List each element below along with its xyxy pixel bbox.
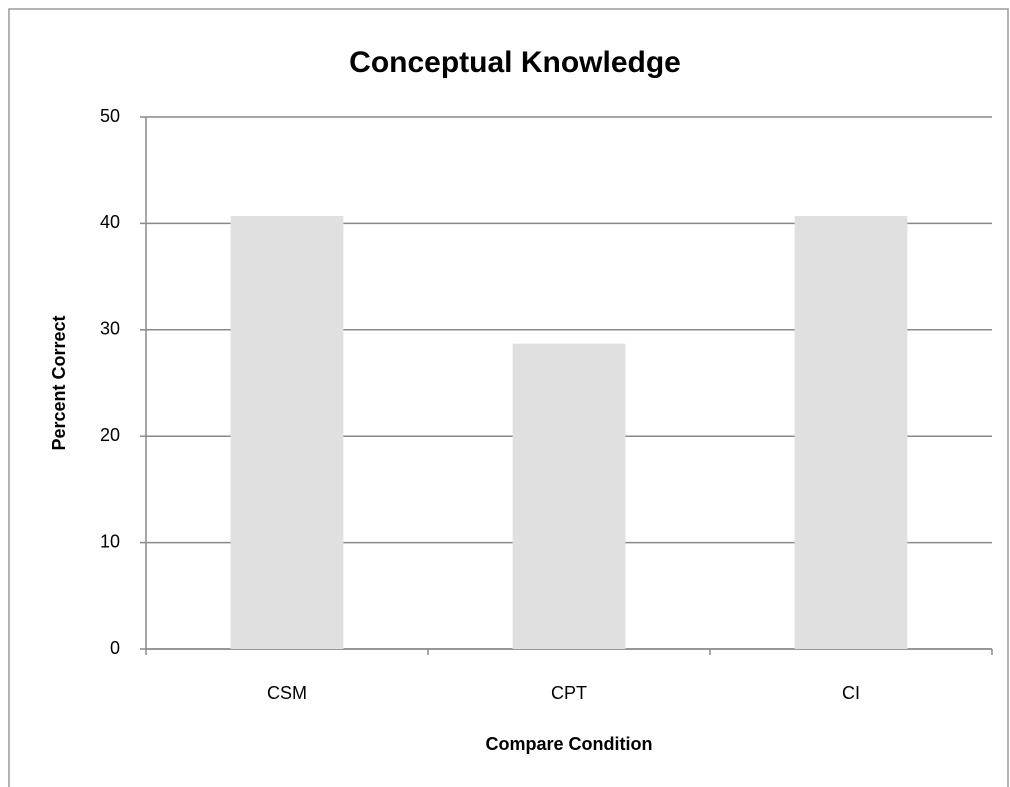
bar (794, 215, 908, 649)
x-axis-title: Compare Condition (486, 734, 653, 754)
chart-title: Conceptual Knowledge (349, 46, 681, 79)
bar (512, 343, 626, 649)
y-tick-label: 50 (100, 106, 120, 126)
y-tick-label: 40 (100, 212, 120, 232)
y-tick-label: 20 (100, 425, 120, 445)
chart-frame (8, 8, 1009, 787)
bar (230, 215, 344, 649)
x-tick-label: CI (842, 683, 860, 703)
x-tick-label: CSM (267, 683, 307, 703)
x-tick-label: CPT (551, 683, 587, 703)
y-tick-label: 30 (100, 319, 120, 339)
y-axis-title: Percent Correct (49, 315, 69, 450)
y-tick-label: 10 (100, 531, 120, 551)
y-tick-label: 0 (110, 638, 120, 658)
